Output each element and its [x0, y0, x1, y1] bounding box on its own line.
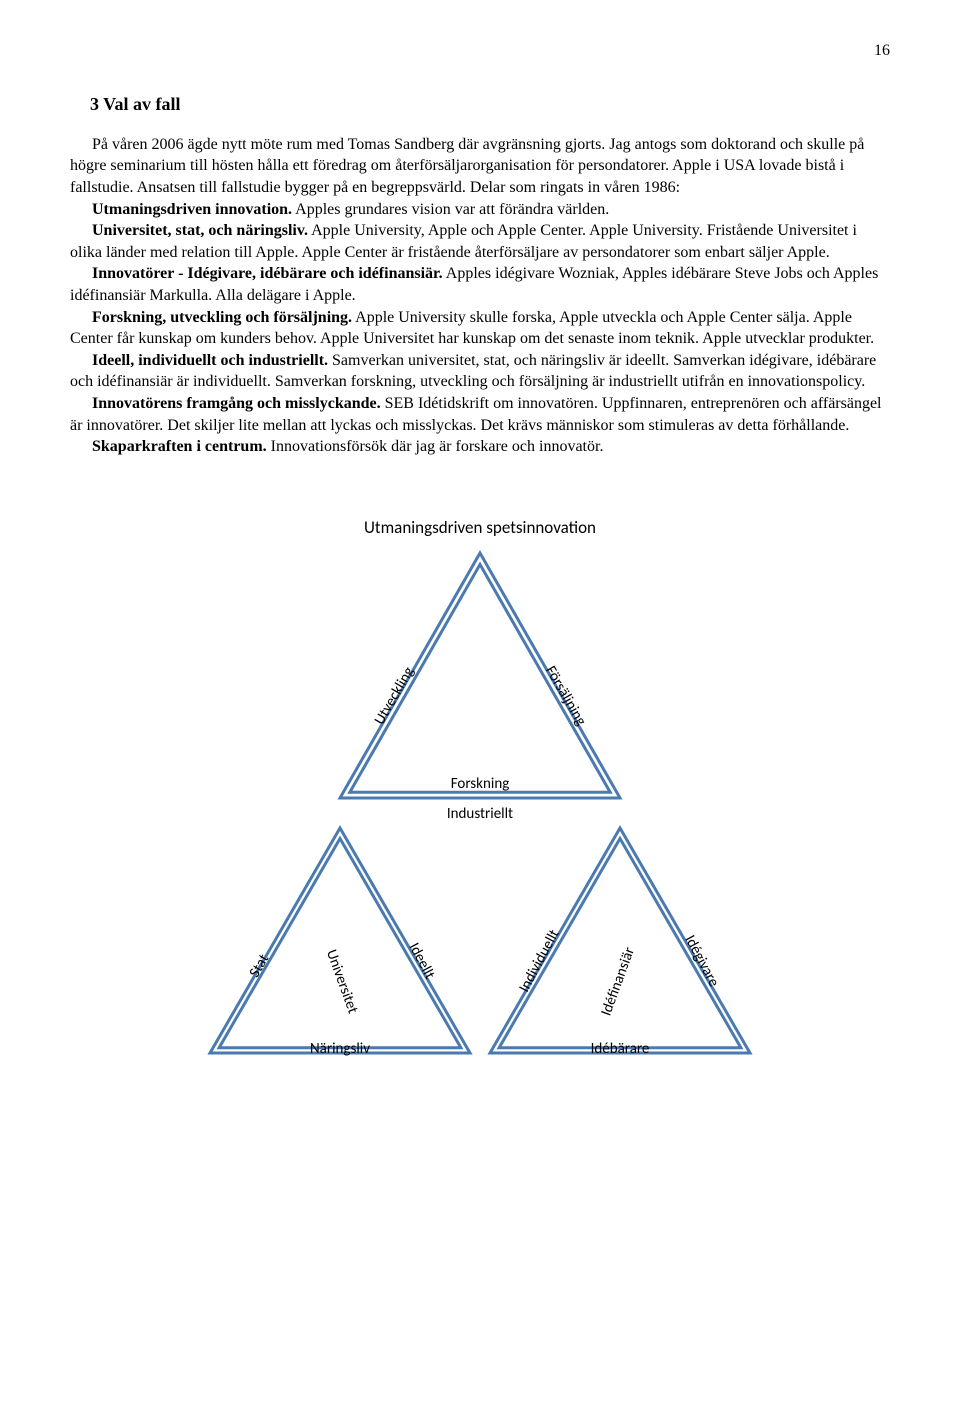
run-in-heading: Forskning, utveckling och försäljning. — [92, 309, 352, 326]
diagram-label-idebarare: Idébärare — [591, 1040, 650, 1058]
run-in-heading: Innovatörens framgång och misslyckande. — [92, 395, 381, 412]
paragraph-text: Apples grundares vision var att förändra… — [292, 201, 609, 218]
run-in-heading: Innovatörer - Idégivare, idébärare och i… — [92, 265, 443, 282]
run-in-heading: Skaparkraften i centrum. — [92, 438, 267, 455]
diagram-label-universitet: Universitet — [322, 947, 362, 1016]
paragraph-text: På våren 2006 ägde nytt möte rum med Tom… — [70, 136, 864, 196]
paragraph-text: Innovationsförsök där jag är forskare oc… — [267, 438, 604, 455]
diagram-label-individuellt: Individuellt — [515, 927, 563, 996]
diagram-label-industriellt: Industriellt — [447, 805, 513, 823]
run-in-heading: Utmaningsdriven innovation. — [92, 201, 292, 218]
run-in-heading: Universitet, stat, och näringsliv. — [92, 222, 308, 239]
body-text: På våren 2006 ägde nytt möte rum med Tom… — [70, 134, 890, 458]
diagram-label-naringsliv: Näringsliv — [310, 1040, 370, 1058]
diagram-label-title: Utmaningsdriven spetsinnovation — [364, 517, 596, 538]
page-number: 16 — [70, 40, 890, 62]
diagram-label-forskning: Forskning — [451, 775, 510, 793]
diagram-container: Utmaningsdriven spetsinnovation Utvecklin… — [70, 508, 890, 1068]
diagram-label-idefinansiar: Idéfinansiär — [598, 945, 639, 1018]
run-in-heading: Ideell, individuellt och industriellt. — [92, 352, 328, 369]
diagram-label-forsaljning: Försäljning — [541, 663, 590, 729]
diagram-label-utveckling: Utveckling — [371, 664, 418, 728]
diagram-label-stat: Stat — [246, 951, 273, 981]
section-title: 3 Val av fall — [90, 92, 890, 116]
spetsinnovation-diagram: Utmaningsdriven spetsinnovation Utvecklin… — [200, 508, 760, 1068]
